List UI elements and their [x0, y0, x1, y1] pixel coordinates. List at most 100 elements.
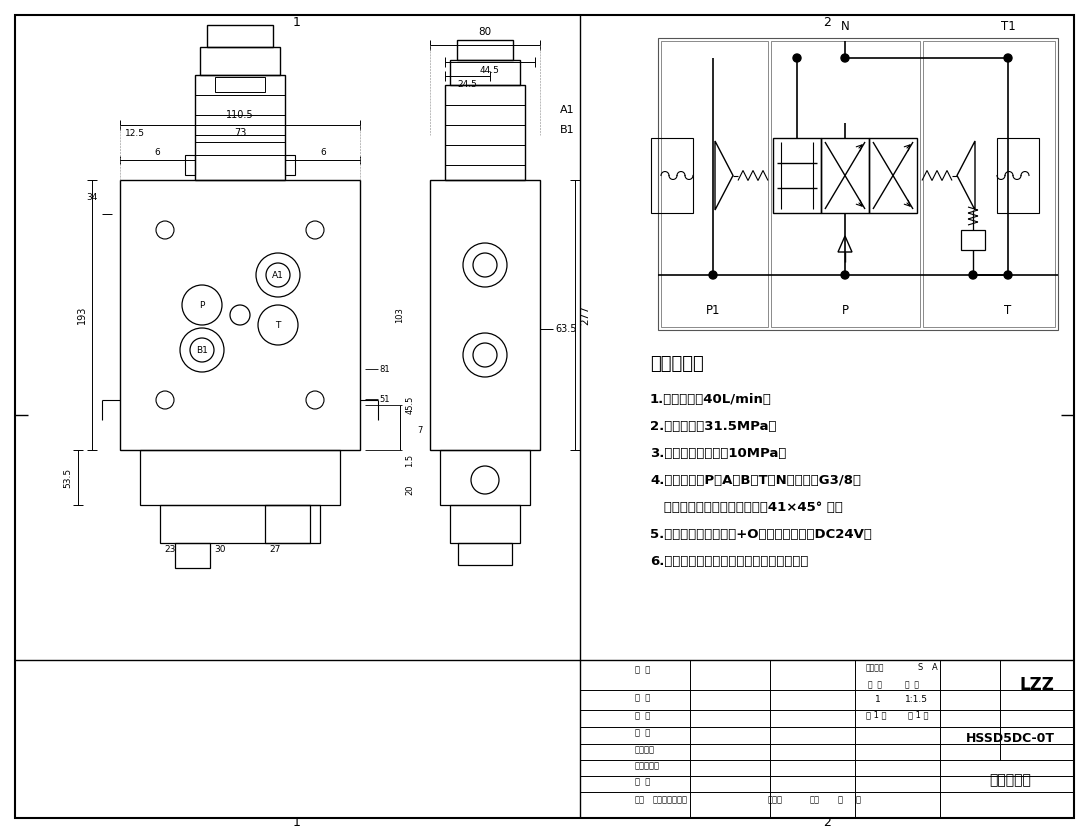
Bar — [160, 505, 320, 543]
Text: 1: 1 — [293, 16, 301, 28]
Bar — [215, 77, 265, 92]
Text: 193: 193 — [77, 306, 87, 324]
Bar — [651, 138, 693, 213]
Bar — [200, 47, 280, 75]
Text: 日期: 日期 — [810, 796, 820, 805]
Text: B1: B1 — [560, 125, 575, 135]
Text: 23: 23 — [164, 546, 175, 555]
Text: LZZ: LZZ — [1019, 676, 1054, 694]
Text: 7: 7 — [417, 426, 423, 435]
Text: 校  对: 校 对 — [635, 729, 650, 737]
Text: P: P — [199, 301, 205, 310]
Text: 第 1 张: 第 1 张 — [908, 711, 928, 720]
Text: 27: 27 — [269, 546, 281, 555]
Text: 1: 1 — [293, 816, 301, 829]
Bar — [771, 41, 920, 327]
Text: T: T — [276, 321, 281, 330]
Text: 34: 34 — [86, 192, 98, 202]
Circle shape — [1004, 54, 1012, 62]
Circle shape — [793, 54, 802, 62]
Text: 比  例: 比 例 — [905, 681, 919, 690]
Bar — [457, 40, 513, 60]
Bar — [661, 41, 768, 327]
Bar — [821, 138, 869, 213]
Bar — [285, 155, 295, 175]
Bar — [175, 543, 210, 568]
Text: 技术要求：: 技术要求： — [650, 355, 703, 373]
Bar — [185, 155, 195, 175]
Text: 签记: 签记 — [635, 796, 645, 805]
Text: 一联多路阀: 一联多路阀 — [989, 773, 1031, 787]
Text: 80: 80 — [478, 27, 491, 37]
Circle shape — [841, 54, 849, 62]
Circle shape — [1004, 271, 1012, 279]
Text: 12.5: 12.5 — [125, 128, 145, 137]
Text: 6: 6 — [155, 147, 160, 157]
Text: 2.额定压力：31.5MPa；: 2.额定压力：31.5MPa； — [650, 420, 776, 433]
Bar — [658, 38, 1059, 330]
Bar — [430, 180, 540, 450]
Text: A1: A1 — [272, 271, 284, 280]
Text: 审  核: 审 核 — [635, 777, 650, 786]
Text: 油口均为平面密封，油孔口倁41×45° 角；: 油口均为平面密封，油孔口倁41×45° 角； — [650, 501, 843, 514]
Text: N: N — [841, 19, 849, 32]
Text: 110.5: 110.5 — [227, 110, 254, 120]
Text: 3.安全阀调定压力：10MPa；: 3.安全阀调定压力：10MPa； — [650, 447, 786, 460]
Bar — [140, 450, 340, 505]
Text: 描  图: 描 图 — [635, 711, 650, 721]
Text: 20: 20 — [405, 485, 415, 496]
Text: T1: T1 — [1001, 19, 1015, 32]
Text: S: S — [917, 664, 922, 672]
Bar — [440, 450, 530, 505]
Bar — [450, 505, 521, 543]
Text: 更改人: 更改人 — [768, 796, 783, 805]
Text: 标准化检查: 标准化检查 — [635, 761, 660, 771]
Text: 设  计: 设 计 — [635, 666, 650, 675]
Text: 1:1.5: 1:1.5 — [905, 696, 928, 705]
Bar — [960, 230, 984, 250]
Text: 1.5: 1.5 — [405, 453, 415, 466]
Bar — [923, 41, 1055, 327]
Bar — [773, 138, 821, 213]
Text: 45.5: 45.5 — [405, 396, 415, 414]
Bar — [458, 543, 512, 565]
Text: 批: 批 — [837, 796, 843, 805]
Text: 1: 1 — [876, 696, 881, 705]
Text: 图样标记: 图样标记 — [866, 664, 884, 672]
Text: 1.额定流量：40L/min；: 1.额定流量：40L/min； — [650, 393, 772, 406]
Bar — [120, 180, 360, 450]
Text: 共 1 张: 共 1 张 — [866, 711, 886, 720]
Bar — [450, 60, 521, 85]
Text: 103: 103 — [395, 307, 404, 323]
Text: 更改内容或依据: 更改内容或依据 — [652, 796, 687, 805]
Text: 2: 2 — [823, 816, 831, 829]
Text: A1: A1 — [560, 105, 575, 115]
Text: 4.油口尺寸：P、A、B、T、N油口均为G3/8；: 4.油口尺寸：P、A、B、T、N油口均为G3/8； — [650, 474, 861, 487]
Text: HSSD5DC-0T: HSSD5DC-0T — [966, 731, 1054, 745]
Bar — [998, 138, 1039, 213]
Text: 30: 30 — [215, 546, 225, 555]
Bar — [445, 85, 525, 180]
Text: 工艺检查: 工艺检查 — [635, 746, 654, 755]
Text: 44.5: 44.5 — [480, 66, 500, 74]
Text: 73: 73 — [234, 128, 246, 138]
Text: 81: 81 — [380, 365, 390, 373]
Text: 277: 277 — [580, 305, 590, 325]
Bar — [195, 75, 285, 180]
Text: 53.5: 53.5 — [63, 468, 73, 488]
Circle shape — [841, 271, 849, 279]
Text: P1: P1 — [706, 303, 720, 317]
Text: A: A — [932, 664, 938, 672]
Text: 准: 准 — [856, 796, 860, 805]
Text: 24.5: 24.5 — [457, 79, 477, 88]
Circle shape — [709, 271, 717, 279]
Text: 数  量: 数 量 — [868, 681, 882, 690]
Text: 2: 2 — [823, 16, 831, 28]
Text: 制  图: 制 图 — [635, 694, 650, 702]
Bar — [207, 25, 273, 47]
Text: 6.阀体表面磷化处理，安全阀及螺堡镀锥。: 6.阀体表面磷化处理，安全阀及螺堡镀锥。 — [650, 555, 808, 568]
Text: 63.5: 63.5 — [555, 323, 576, 333]
Bar — [869, 138, 917, 213]
Text: B1: B1 — [196, 346, 208, 355]
Bar — [265, 505, 310, 543]
